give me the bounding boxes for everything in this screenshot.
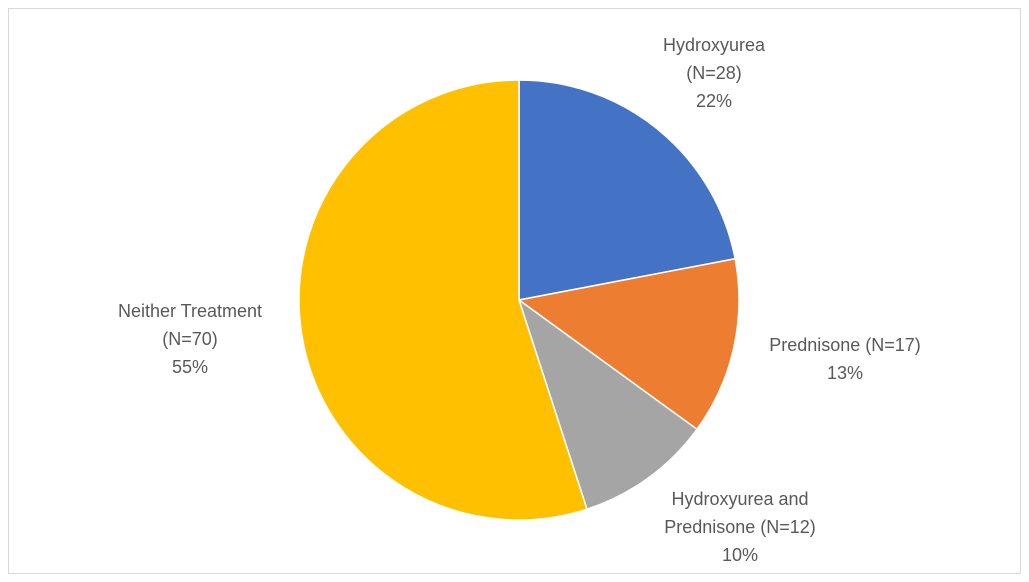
pie-slice xyxy=(518,79,736,301)
value-label: 13% xyxy=(827,363,863,383)
slice-label: Prednisone (N=17) xyxy=(769,335,921,355)
pie-slice xyxy=(517,298,699,511)
slice-label: (N=28) xyxy=(686,63,742,83)
slice-label: (N=70) xyxy=(162,329,218,349)
value-label: 22% xyxy=(696,91,732,111)
slice-label: Hydroxyurea xyxy=(663,35,766,55)
value-label: 10% xyxy=(722,545,758,565)
pie-slice xyxy=(298,79,588,521)
pie-slice xyxy=(517,257,740,431)
slice-label: Prednisone (N=12) xyxy=(664,517,816,537)
slice-label: Hydroxyurea and xyxy=(671,489,808,509)
value-label: 55% xyxy=(172,357,208,377)
slice-label: Neither Treatment xyxy=(118,301,262,321)
